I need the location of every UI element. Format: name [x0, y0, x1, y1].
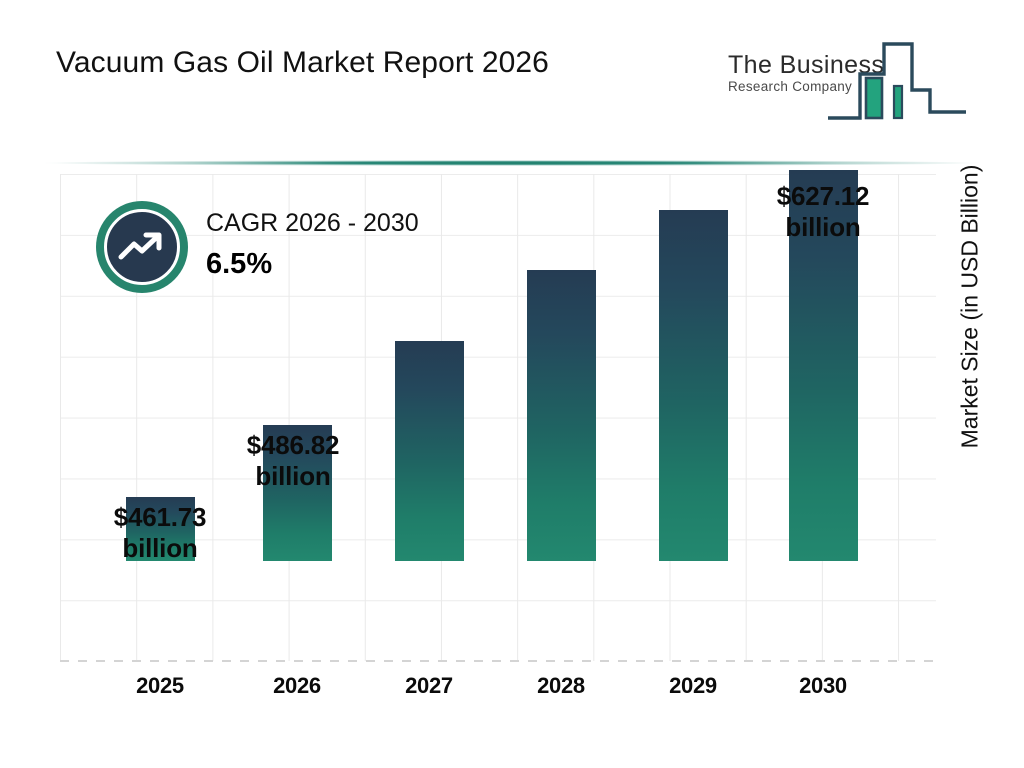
page-header: Vacuum Gas Oil Market Report 2026 The Bu…	[0, 0, 1024, 150]
value-label-2030-unit: billion	[785, 212, 861, 242]
bar-series	[0, 168, 1024, 668]
value-label-2030-amount: $627.12	[776, 181, 870, 211]
value-label-2026-unit: billion	[255, 461, 331, 491]
value-label-2025-unit: billion	[122, 533, 198, 563]
bar-2025[interactable]	[126, 497, 195, 561]
cagr-label: CAGR 2026 - 2030	[206, 209, 419, 237]
logo-line2: Research Company	[728, 79, 853, 94]
value-label-2026: $486.82 billion	[218, 430, 368, 492]
company-logo: The Business Research Company	[728, 38, 968, 122]
value-label-2026-amount: $486.82	[246, 430, 340, 460]
x-label-2030: 2030	[799, 673, 847, 698]
bar-2029[interactable]	[659, 210, 728, 561]
value-label-2030: $627.12 billion	[748, 181, 898, 243]
value-label-2025: $461.73 billion	[85, 502, 235, 564]
value-label-2025-amount: $461.73	[113, 502, 207, 532]
bar-chart: $461.73 billion $486.82 billion $627.12 …	[0, 165, 1024, 768]
x-label-2026: 2026	[273, 673, 321, 698]
cagr-icon-circle	[96, 201, 188, 293]
logo-text: The Business Research Company	[728, 51, 885, 95]
page-title: Vacuum Gas Oil Market Report 2026	[56, 46, 549, 79]
header-divider	[44, 160, 980, 166]
y-axis-title: Market Size (in USD Billion)	[956, 164, 983, 449]
cagr-badge: CAGR 2026 - 2030 6.5%	[96, 201, 516, 311]
x-label-2027: 2027	[405, 673, 453, 698]
bar-chart-logo-mark-icon	[826, 38, 968, 122]
bar-2026[interactable]	[263, 425, 332, 561]
x-axis-labels: 2025 2026 2027 2028 2029 2030	[0, 673, 1024, 713]
cagr-value: 6.5%	[206, 248, 273, 280]
x-label-2029: 2029	[669, 673, 717, 698]
bar-2027[interactable]	[395, 341, 464, 561]
trending-up-arrow-icon	[104, 209, 180, 285]
logo-line1: The Business	[728, 51, 885, 79]
bar-2028[interactable]	[527, 270, 596, 561]
bar-2030[interactable]	[789, 170, 858, 561]
x-axis-baseline	[60, 660, 936, 662]
x-label-2028: 2028	[537, 673, 585, 698]
x-label-2025: 2025	[136, 673, 184, 698]
cagr-text-block: CAGR 2026 - 2030 6.5%	[206, 209, 419, 281]
